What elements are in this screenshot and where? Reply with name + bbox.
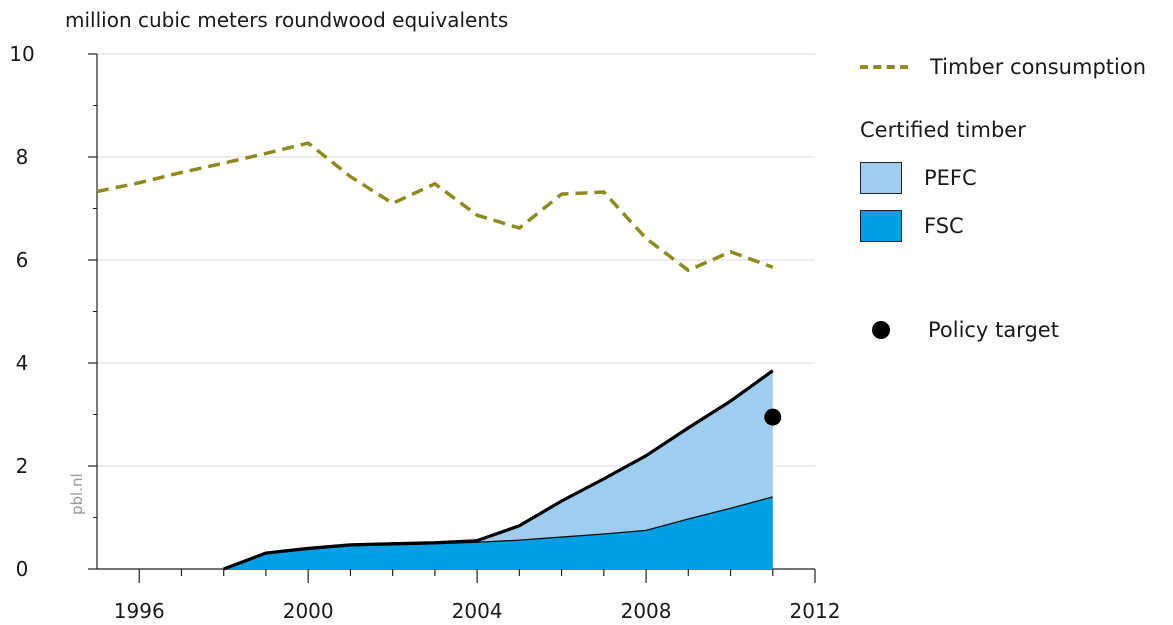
legend-dashed-line-icon — [860, 65, 908, 69]
fsc-swatch-icon — [860, 210, 902, 242]
watermark: pbl.nl — [68, 473, 86, 515]
legend-item-pefc: PEFC — [860, 162, 977, 194]
y-tick-label: 4 — [16, 351, 29, 375]
legend-label-fsc: FSC — [924, 214, 964, 238]
legend-label-policy-target: Policy target — [928, 318, 1059, 342]
legend-item-policy-target: Policy target — [860, 318, 1059, 342]
pefc-area — [223, 370, 773, 569]
legend-label-pefc: PEFC — [924, 166, 977, 190]
policy-target-point — [764, 408, 782, 426]
legend-heading-certified: Certified timber — [860, 118, 1026, 142]
timber-consumption-line — [96, 141, 774, 273]
y-tick-label: 6 — [16, 248, 29, 272]
y-tick-label: 10 — [9, 42, 34, 66]
x-tick-label: 2000 — [283, 599, 334, 623]
legend-item-timber-consumption: Timber consumption — [860, 55, 1146, 79]
legend-label-timber-consumption: Timber consumption — [930, 55, 1146, 79]
x-tick-label: 2008 — [621, 599, 672, 623]
fsc-area — [223, 496, 773, 569]
legend: Timber consumption Certified timber PEFC… — [860, 0, 1170, 380]
y-tick-label: 2 — [16, 454, 29, 478]
x-tick-label: 1996 — [114, 599, 165, 623]
x-tick-label: 2012 — [790, 599, 841, 623]
y-tick-label: 8 — [16, 145, 29, 169]
policy-target-dot-icon — [872, 321, 890, 339]
y-axis-unit-label: million cubic meters roundwood equivalen… — [65, 8, 509, 32]
legend-item-fsc: FSC — [860, 210, 964, 242]
pefc-swatch-icon — [860, 162, 902, 194]
certified-total-line — [223, 369, 774, 571]
x-tick-label: 2004 — [452, 599, 503, 623]
y-tick-label: 0 — [16, 557, 29, 581]
